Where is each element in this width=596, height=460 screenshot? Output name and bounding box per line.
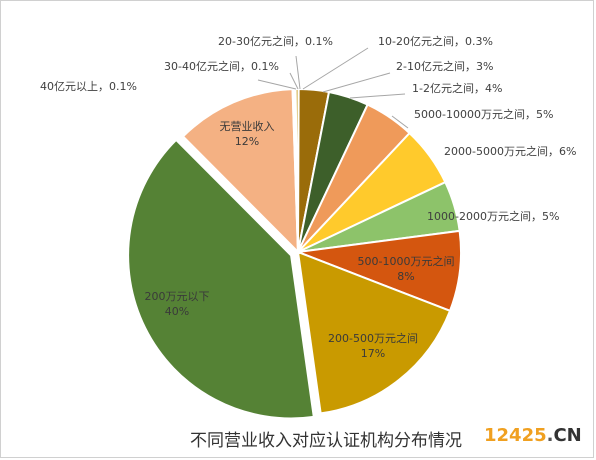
slice-label-10: 200万元以下 40% [145,290,210,318]
leader-line-3 [322,72,391,93]
leader-line-5 [391,115,409,129]
watermark-tld: CN [553,425,582,446]
slice-label-3: 2-10亿元之间，3% [396,59,493,73]
slice-label-name-11: 无营业收入 [220,119,275,133]
leader-line-1 [295,55,301,90]
slice-label-7: 1000-2000万元之间，5% [427,209,559,223]
watermark-logo: 12425.CN [484,425,582,446]
slice-label-name-8: 500-1000万元之间 [358,254,455,268]
slice-label-value-11: 12% [235,135,259,148]
leader-line-2 [302,47,369,90]
slice-label-8: 500-1000万元之间 8% [358,254,455,283]
slice-label-1: 20-30亿元之间，0.1% [218,34,333,48]
slice-label-9: 200-500万元之间 17% [328,331,418,360]
watermark-number: 12425 [484,425,547,446]
slice-label-value-8: 8% [397,270,414,283]
leader-lines [257,47,409,129]
slice-label-5: 5000-10000万元之间，5% [414,107,553,121]
slice-label-name-10: 200万元以下 [145,290,210,303]
slice-label-value-9: 17% [361,347,385,360]
leader-line-13 [289,72,299,90]
slice-label-12: 40亿元以上，0.1% [40,80,137,93]
leader-line-12 [257,79,297,90]
watermark-dot: . [546,425,554,446]
slice-label-2: 10-20亿元之间，0.3% [378,34,493,48]
pie-slices [127,87,462,420]
chart-title: 不同营业收入对应认证机构分布情况 [190,431,462,451]
slice-label-13: 30-40亿元之间，0.1% [164,59,279,73]
pie-slice-10 [127,138,315,420]
slice-label-4: 1-2亿元之间，4% [412,81,502,95]
slice-label-name-9: 200-500万元之间 [328,331,418,345]
leader-line-4 [349,93,406,99]
slice-label-6: 2000-5000万元之间，6% [444,144,576,158]
pie-slice-9 [296,250,452,415]
pie-slice-11 [181,88,300,255]
slice-label-value-10: 40% [165,305,189,318]
slice-labels: 20-30亿元之间，0.1% 10-20亿元之间，0.3% 2-10亿元之间，3% 1… [40,34,576,360]
slice-label-11: 无营业收入 12% [220,119,275,148]
